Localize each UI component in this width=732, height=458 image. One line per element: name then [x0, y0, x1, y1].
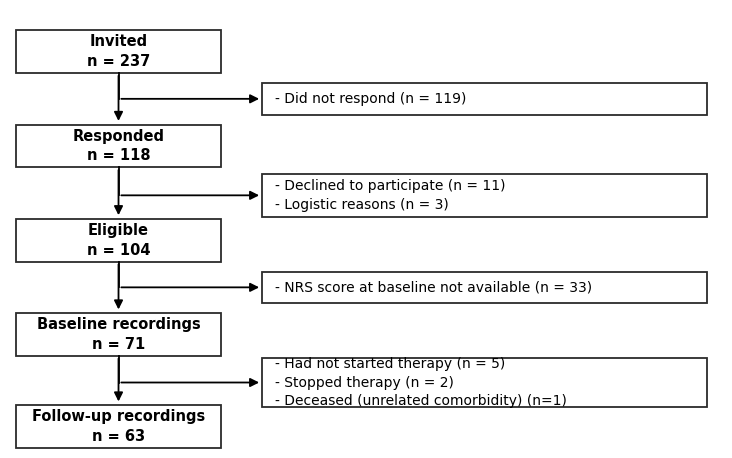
Bar [16, 125, 221, 167]
Text: Responded
n = 118: Responded n = 118 [72, 129, 165, 164]
Text: Eligible
n = 104: Eligible n = 104 [87, 223, 150, 257]
Bar [16, 313, 221, 356]
Text: Invited
n = 237: Invited n = 237 [87, 34, 150, 69]
Bar [16, 30, 221, 73]
Text: Baseline recordings
n = 71: Baseline recordings n = 71 [37, 317, 201, 352]
Bar [16, 219, 221, 262]
Text: Follow-up recordings
n = 63: Follow-up recordings n = 63 [32, 409, 205, 444]
Text: - Did not respond (n = 119): - Did not respond (n = 119) [275, 92, 466, 106]
Text: - NRS score at baseline not available (n = 33): - NRS score at baseline not available (n… [275, 280, 592, 294]
Bar [262, 358, 707, 407]
Bar [262, 174, 707, 217]
Bar [262, 272, 707, 303]
Bar [16, 405, 221, 448]
Bar [262, 83, 707, 114]
Text: - Had not started therapy (n = 5)
- Stopped therapy (n = 2)
- Deceased (unrelate: - Had not started therapy (n = 5) - Stop… [275, 357, 567, 408]
Text: - Declined to participate (n = 11)
- Logistic reasons (n = 3): - Declined to participate (n = 11) - Log… [275, 179, 505, 212]
